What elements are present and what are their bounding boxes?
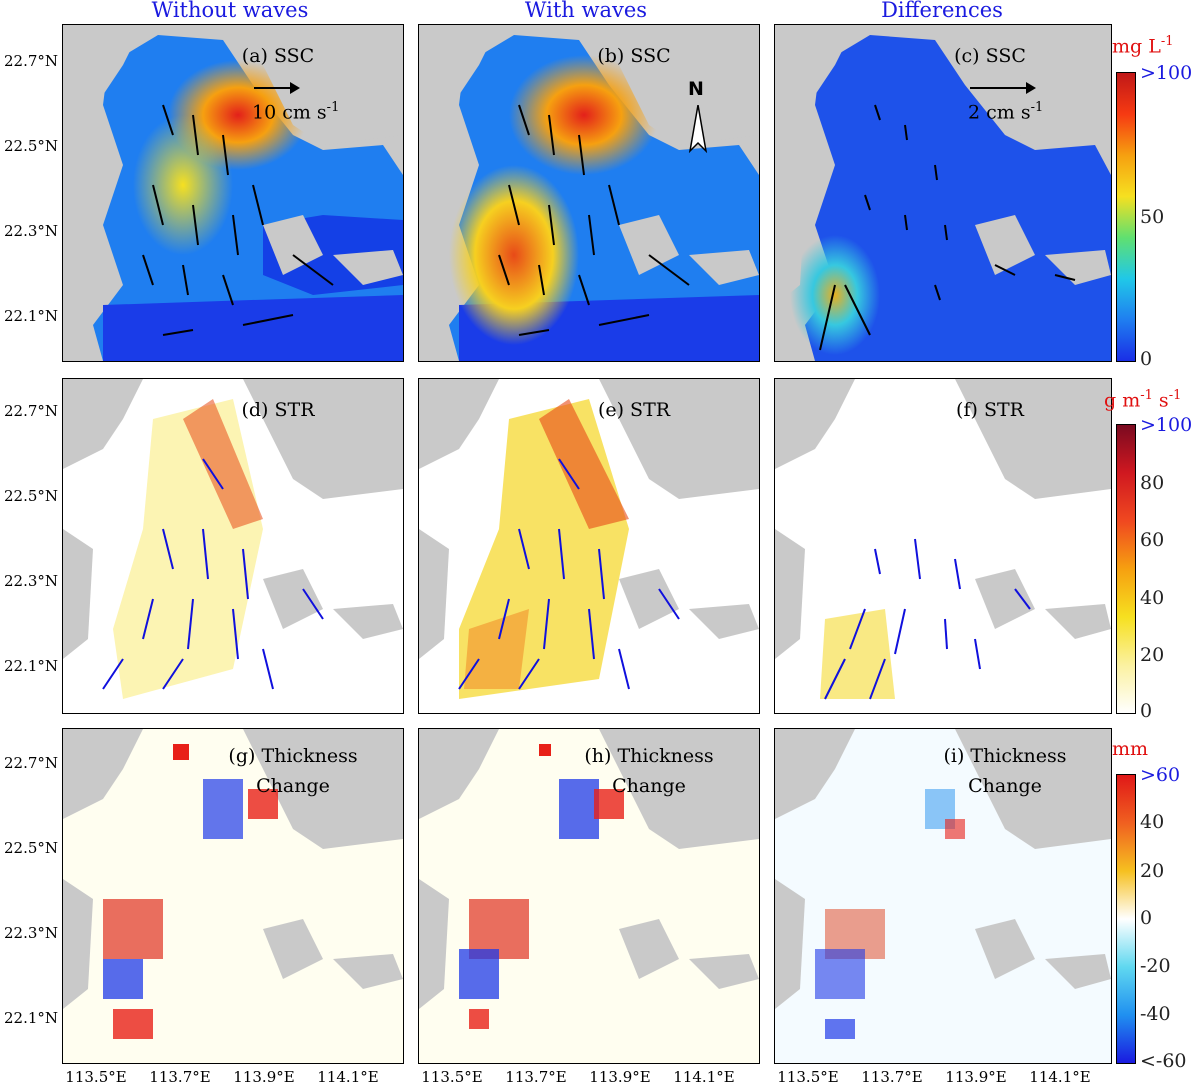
column-title-without-waves: Without waves [151,0,309,22]
map-panel-f: (f) STR [774,378,1112,714]
colorbar-unit-ssc: mg L-1 [1112,34,1174,58]
colorbar-tick: 20 [1140,860,1165,882]
lon-label: 113.5°E [421,1068,483,1086]
column-title-with-waves: With waves [524,0,648,22]
str-field-f [775,379,1111,713]
colorbar-tick: >60 [1140,764,1181,786]
panel-label-h-line1: (h) Thickness [584,745,714,767]
colorbar-thickness [1116,774,1136,1064]
lat-label: 22.5°N [4,487,59,505]
str-field-e [419,379,759,713]
colorbar-str [1116,424,1136,714]
map-panel-h: (h) Thickness Change [418,728,760,1064]
map-panel-d: (d) STR [62,378,404,714]
lon-label: 114.1°E [317,1068,379,1086]
column-title-differences: Differences [881,0,1003,22]
lat-label: 22.1°N [4,307,59,325]
thickness-field-i [775,729,1111,1063]
lat-label: 22.3°N [4,572,59,590]
panel-label-i: (i) Thickness Change [925,741,1085,801]
scale-label-a: 10 cm s-1 [252,100,340,124]
north-arrow-icon [688,105,708,153]
map-panel-i: (i) Thickness Change [774,728,1112,1064]
panel-label-a: (a) SSC [241,45,315,67]
colorbar-tick: <-60 [1140,1050,1187,1072]
lat-label: 22.1°N [4,1009,59,1027]
colorbar-unit-thickness: mm [1112,738,1149,760]
panel-label-e: (e) STR [597,399,671,421]
map-panel-c: (c) SSC [774,24,1112,362]
colorbar-tick: 0 [1140,907,1153,929]
colorbar-ssc [1116,72,1136,362]
lat-label: 22.7°N [4,52,59,70]
ssc-field-c [775,25,1111,361]
lon-label: 113.7°E [505,1068,567,1086]
lon-label: 113.9°E [589,1068,651,1086]
colorbar-tick: 0 [1140,700,1153,722]
panel-label-f: (f) STR [956,399,1024,421]
panel-label-h-line2: Change [612,775,686,797]
colorbar-tick: -20 [1140,955,1171,977]
thickness-field-h [419,729,759,1063]
panel-label-g-line1: (g) Thickness [228,745,358,767]
colorbar-tick: 40 [1140,811,1165,833]
colorbar-tick: 40 [1140,587,1165,609]
lon-label: 114.1°E [673,1068,735,1086]
panel-label-c: (c) SSC [954,45,1026,67]
lon-label: 113.9°E [945,1068,1007,1086]
colorbar-tick: 80 [1140,472,1165,494]
ssc-field-a [63,25,403,361]
lon-label: 113.7°E [149,1068,211,1086]
map-panel-e: (e) STR [418,378,760,714]
colorbar-tick: 50 [1140,206,1165,228]
panel-label-i-line1: (i) Thickness [943,745,1067,767]
map-panel-a: (a) SSC [62,24,404,362]
scale-arrow-c [970,82,1036,94]
panel-label-d: (d) STR [241,399,315,421]
lat-label: 22.3°N [4,924,59,942]
lat-label: 22.5°N [4,839,59,857]
lat-label: 22.7°N [4,402,59,420]
lat-label: 22.3°N [4,222,59,240]
scale-label-c: 2 cm s-1 [968,100,1044,124]
panel-label-i-line2: Change [968,775,1042,797]
map-panel-g: (g) Thickness Change [62,728,404,1064]
lat-label: 22.5°N [4,137,59,155]
colorbar-unit-str: g m-1 s-1 [1104,388,1182,412]
lat-label: 22.1°N [4,657,59,675]
colorbar-tick: 0 [1140,348,1153,370]
lat-label: 22.7°N [4,754,59,772]
map-panel-b: (b) SSC [418,24,760,362]
panel-label-h: (h) Thickness Change [569,741,729,801]
scale-arrow-a [254,82,300,94]
lon-label: 114.1°E [1029,1068,1091,1086]
str-field-d [63,379,403,713]
panel-label-g: (g) Thickness Change [213,741,373,801]
lon-label: 113.9°E [233,1068,295,1086]
colorbar-tick: 20 [1140,644,1165,666]
lon-label: 113.5°E [65,1068,127,1086]
colorbar-tick: >100 [1140,62,1193,84]
colorbar-tick: >100 [1140,414,1193,436]
panel-label-b: (b) SSC [597,45,671,67]
lon-label: 113.7°E [861,1068,923,1086]
colorbar-tick: -40 [1140,1003,1171,1025]
lon-label: 113.5°E [777,1068,839,1086]
north-label: N [688,78,704,100]
thickness-field-g [63,729,403,1063]
ssc-field-b [419,25,759,361]
panel-label-g-line2: Change [256,775,330,797]
colorbar-tick: 60 [1140,529,1165,551]
